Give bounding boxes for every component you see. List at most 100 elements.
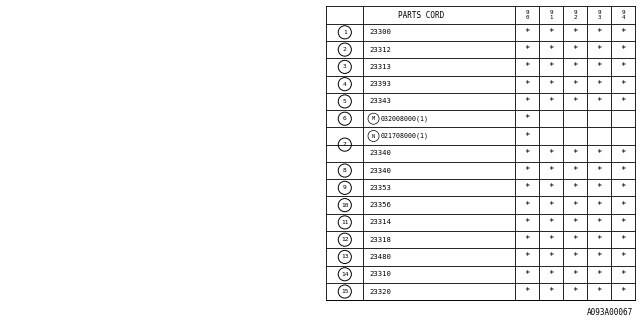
Text: *: *: [621, 235, 626, 244]
Text: *: *: [621, 252, 626, 261]
Text: 8: 8: [343, 168, 347, 173]
Text: 23356: 23356: [370, 202, 392, 208]
Text: 23313: 23313: [370, 64, 392, 70]
Text: 021708000(1): 021708000(1): [381, 133, 429, 139]
Text: *: *: [596, 45, 602, 54]
Text: 23312: 23312: [370, 47, 392, 52]
Text: *: *: [525, 183, 530, 192]
Text: *: *: [621, 201, 626, 210]
Text: 5: 5: [343, 99, 347, 104]
Text: 23343: 23343: [370, 99, 392, 104]
Text: *: *: [525, 132, 530, 140]
Text: 9: 9: [343, 185, 347, 190]
Text: *: *: [548, 45, 554, 54]
Text: *: *: [548, 183, 554, 192]
Text: *: *: [573, 287, 578, 296]
Text: *: *: [573, 218, 578, 227]
Text: 23340: 23340: [370, 168, 392, 173]
Text: *: *: [621, 149, 626, 158]
Text: 23318: 23318: [370, 237, 392, 243]
Text: 23340: 23340: [370, 150, 392, 156]
Text: *: *: [621, 270, 626, 279]
Text: *: *: [621, 45, 626, 54]
Text: 23320: 23320: [370, 289, 392, 294]
Text: *: *: [525, 252, 530, 261]
Text: *: *: [525, 235, 530, 244]
Text: *: *: [596, 235, 602, 244]
Text: *: *: [525, 166, 530, 175]
Text: 12: 12: [341, 237, 349, 242]
Text: *: *: [596, 252, 602, 261]
Text: *: *: [621, 287, 626, 296]
Text: *: *: [596, 183, 602, 192]
Text: *: *: [525, 97, 530, 106]
Text: *: *: [596, 270, 602, 279]
Text: PARTS CORD: PARTS CORD: [397, 11, 444, 20]
Text: *: *: [573, 149, 578, 158]
Text: *: *: [596, 80, 602, 89]
Text: *: *: [548, 80, 554, 89]
Text: *: *: [596, 201, 602, 210]
Text: *: *: [621, 28, 626, 37]
Text: *: *: [621, 166, 626, 175]
Text: *: *: [573, 80, 578, 89]
Text: 9
0: 9 0: [525, 10, 529, 20]
Text: 23353: 23353: [370, 185, 392, 191]
Text: *: *: [596, 218, 602, 227]
Text: M: M: [372, 116, 375, 121]
Text: *: *: [573, 252, 578, 261]
Text: *: *: [525, 149, 530, 158]
Text: 1: 1: [343, 30, 347, 35]
Text: 13: 13: [341, 254, 349, 260]
Text: 7: 7: [343, 142, 347, 147]
Text: 9
1: 9 1: [550, 10, 553, 20]
Text: 4: 4: [343, 82, 347, 87]
Text: *: *: [621, 218, 626, 227]
Text: *: *: [548, 97, 554, 106]
Text: *: *: [548, 62, 554, 71]
Text: *: *: [573, 97, 578, 106]
Text: A093A00067: A093A00067: [588, 308, 634, 317]
Text: *: *: [548, 201, 554, 210]
Text: *: *: [621, 80, 626, 89]
Text: 9
4: 9 4: [621, 10, 625, 20]
Text: *: *: [525, 28, 530, 37]
Text: *: *: [548, 252, 554, 261]
Text: *: *: [548, 218, 554, 227]
Text: *: *: [573, 270, 578, 279]
Text: 15: 15: [341, 289, 349, 294]
Text: *: *: [525, 287, 530, 296]
Text: 6: 6: [343, 116, 347, 121]
Text: 11: 11: [341, 220, 349, 225]
Text: *: *: [548, 166, 554, 175]
Text: *: *: [573, 201, 578, 210]
Text: *: *: [525, 62, 530, 71]
Text: *: *: [596, 287, 602, 296]
Text: *: *: [596, 149, 602, 158]
Text: 9
3: 9 3: [598, 10, 601, 20]
Text: *: *: [573, 166, 578, 175]
Text: *: *: [525, 218, 530, 227]
Text: *: *: [525, 201, 530, 210]
Text: 9
2: 9 2: [573, 10, 577, 20]
Text: 10: 10: [341, 203, 349, 208]
Text: 23480: 23480: [370, 254, 392, 260]
Text: *: *: [525, 270, 530, 279]
Text: *: *: [548, 270, 554, 279]
Text: *: *: [548, 28, 554, 37]
Text: *: *: [596, 28, 602, 37]
Text: *: *: [573, 62, 578, 71]
Text: *: *: [596, 166, 602, 175]
Text: 23300: 23300: [370, 29, 392, 35]
Text: *: *: [596, 62, 602, 71]
Text: *: *: [525, 80, 530, 89]
Text: 23393: 23393: [370, 81, 392, 87]
Text: *: *: [525, 114, 530, 123]
Text: *: *: [548, 149, 554, 158]
Text: *: *: [573, 45, 578, 54]
Text: *: *: [548, 287, 554, 296]
Text: *: *: [548, 235, 554, 244]
Text: *: *: [573, 28, 578, 37]
Text: 23314: 23314: [370, 220, 392, 225]
Text: *: *: [525, 45, 530, 54]
